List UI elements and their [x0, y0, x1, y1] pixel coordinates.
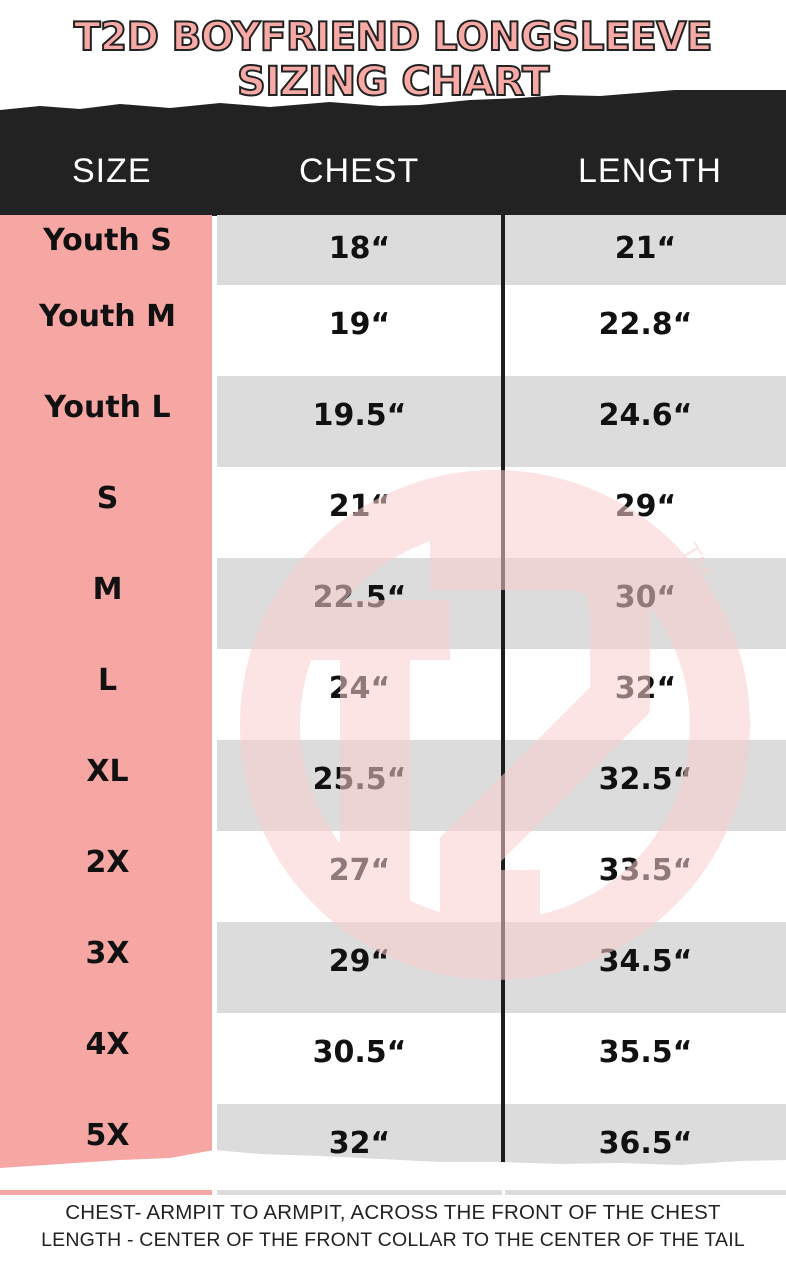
table-row: L 24“ 32“: [0, 649, 786, 740]
table-row: S 21“ 29“: [0, 467, 786, 558]
header-length: LENGTH: [578, 152, 722, 190]
length-cell: 24.6“: [505, 376, 786, 467]
length-value: 36.5“: [598, 1126, 693, 1161]
table-row: XL 25.5“ 32.5“: [0, 740, 786, 831]
chest-cell: 21“: [217, 467, 502, 558]
size-label: XL: [86, 754, 129, 789]
size-cell: M: [0, 558, 212, 649]
chest-value: 18“: [328, 231, 391, 266]
length-cell: 33.5“: [505, 831, 786, 922]
header-size: SIZE: [72, 152, 152, 190]
length-value: 34.5“: [598, 944, 693, 979]
title-line-1: T2D BOYFRIEND LONGSLEEVE: [73, 15, 714, 61]
size-cell: Youth M: [0, 285, 212, 376]
size-label: 4X: [85, 1027, 130, 1062]
size-cell: S: [0, 467, 212, 558]
length-value: 22.8“: [598, 307, 693, 342]
size-cell: L: [0, 649, 212, 740]
size-label: L: [97, 663, 118, 698]
chest-value: 22.5“: [312, 580, 407, 615]
size-label: Youth L: [44, 390, 171, 425]
table-row: 2X 27“ 33.5“: [0, 831, 786, 922]
chest-value: 30.5“: [312, 1035, 407, 1070]
size-label: S: [96, 481, 119, 516]
table-row: 3X 29“ 34.5“: [0, 922, 786, 1013]
column-divider: [501, 215, 505, 1180]
size-cell: Youth L: [0, 376, 212, 467]
chest-value: 24“: [328, 671, 391, 706]
chest-cell: 19.5“: [217, 376, 502, 467]
size-label: Youth S: [43, 223, 172, 258]
size-label: 2X: [85, 845, 130, 880]
length-value: 24.6“: [598, 398, 693, 433]
chest-value: 19.5“: [312, 398, 407, 433]
length-cell: 29“: [505, 467, 786, 558]
chest-value: 29“: [328, 944, 391, 979]
length-cell: 21“: [505, 215, 786, 285]
chest-value: 25.5“: [312, 762, 407, 797]
size-label: Youth M: [39, 299, 176, 334]
size-cell: 3X: [0, 922, 212, 1013]
length-cell: 22.8“: [505, 285, 786, 376]
length-value: 29“: [614, 489, 677, 524]
length-cell: 32“: [505, 649, 786, 740]
length-cell: 34.5“: [505, 922, 786, 1013]
chest-cell: 22.5“: [217, 558, 502, 649]
title-line-2: SIZING CHART: [236, 59, 550, 105]
size-table: Youth S 18“ 21“ Youth M 19“ 22.8“ Youth L 19.5“…: [0, 215, 786, 1195]
bottom-tear-edge: [0, 1150, 786, 1190]
chest-cell: 25.5“: [217, 740, 502, 831]
chest-value: 32“: [328, 1126, 391, 1161]
size-cell: 4X: [0, 1013, 212, 1104]
size-label: 3X: [85, 936, 130, 971]
header-chest: CHEST: [299, 152, 420, 190]
length-cell: 32.5“: [505, 740, 786, 831]
size-label: 5X: [85, 1118, 130, 1153]
chest-value: 21“: [328, 489, 391, 524]
length-value: 32“: [614, 671, 677, 706]
chest-value: 27“: [328, 853, 391, 888]
length-value: 21“: [614, 231, 677, 266]
chest-cell: 18“: [217, 215, 502, 285]
length-measure-note: LENGTH - CENTER OF THE FRONT COLLAR TO T…: [41, 1229, 745, 1251]
chest-cell: 27“: [217, 831, 502, 922]
chest-cell: 24“: [217, 649, 502, 740]
length-value: 32.5“: [598, 762, 693, 797]
table-row: Youth S 18“ 21“: [0, 215, 786, 285]
table-row: M 22.5“ 30“: [0, 558, 786, 649]
length-value: 35.5“: [598, 1035, 693, 1070]
table-row: 4X 30.5“ 35.5“: [0, 1013, 786, 1104]
size-cell: Youth S: [0, 215, 212, 285]
chest-value: 19“: [328, 307, 391, 342]
length-value: 30“: [614, 580, 677, 615]
chest-cell: 29“: [217, 922, 502, 1013]
size-cell: 2X: [0, 831, 212, 922]
table-row: Youth M 19“ 22.8“: [0, 285, 786, 376]
header-band: [0, 90, 786, 216]
length-cell: 35.5“: [505, 1013, 786, 1104]
chest-cell: 19“: [217, 285, 502, 376]
size-label: M: [92, 572, 123, 607]
table-row: Youth L 19.5“ 24.6“: [0, 376, 786, 467]
length-cell: 30“: [505, 558, 786, 649]
size-cell: XL: [0, 740, 212, 831]
chest-cell: 30.5“: [217, 1013, 502, 1104]
length-value: 33.5“: [598, 853, 693, 888]
chest-measure-note: CHEST- ARMPIT TO ARMPIT, ACROSS THE FRON…: [65, 1201, 721, 1224]
